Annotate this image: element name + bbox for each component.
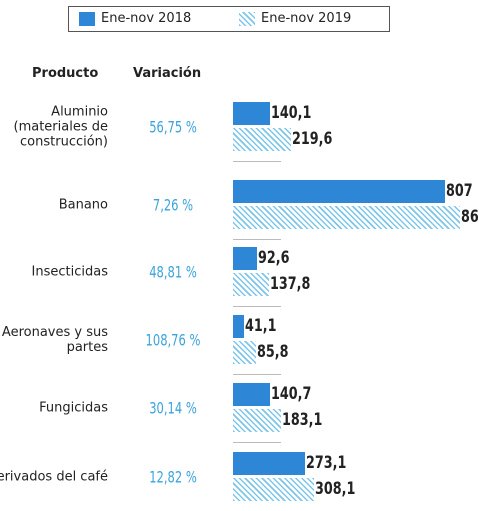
variation-label: 56,75 % [149,117,197,137]
legend-label: Ene-nov 2018 [101,11,192,26]
bar [233,247,258,270]
category-label: Fungicidas [39,400,108,416]
bar [233,102,270,125]
legend-item: Ene-nov 2018 [79,11,191,26]
category-label: Derivados del café [0,469,108,485]
value-label: 308,1 [314,479,356,499]
bar [233,409,282,432]
variation-label: 30,14 % [149,398,197,418]
value-label: 92,6 [258,248,290,268]
value-label: 41,1 [244,316,277,336]
bar [233,315,244,338]
row-separator [233,306,281,307]
row-separator [233,239,281,240]
category-label: Aeronaves y sus partes [1,325,108,355]
row-separator [233,161,281,162]
column-header: Variación [133,66,202,81]
category-label: Insecticidas [31,264,108,280]
value-label: 140,7 [270,384,312,404]
bar [233,341,256,364]
category-label: Banano [58,197,108,213]
value-label: 273,1 [305,453,347,473]
bar [233,452,305,475]
bar [233,383,270,406]
column-header: Producto [32,66,99,81]
value-label: 807 [446,181,473,201]
value-label: 183,1 [282,410,323,430]
variation-label: 48,81 % [149,262,197,282]
legend-label: Ene-nov 2019 [261,11,352,26]
bar [233,273,270,296]
variation-label: 7,26 % [152,195,194,215]
bar [233,128,291,151]
legend: Ene-nov 2018 Ene-nov 2019 [68,6,390,32]
value-label: 219,6 [291,129,333,149]
legend-swatch [239,11,255,26]
legend-swatch [79,11,95,26]
bar [233,206,461,229]
legend-item: Ene-nov 2019 [239,11,351,26]
category-label: Aluminio (materiales de construcción) [13,104,109,150]
row-separator [233,442,281,443]
value-label: 140,1 [270,103,312,123]
value-label: 137,8 [270,274,311,294]
bar [233,478,314,501]
variation-label: 12,82 % [149,467,197,487]
variation-label: 108,76 % [145,330,201,350]
bar [233,180,445,203]
value-label: 85,8 [256,342,288,362]
value-label: 865,6 [461,207,479,227]
row-separator [233,374,281,375]
